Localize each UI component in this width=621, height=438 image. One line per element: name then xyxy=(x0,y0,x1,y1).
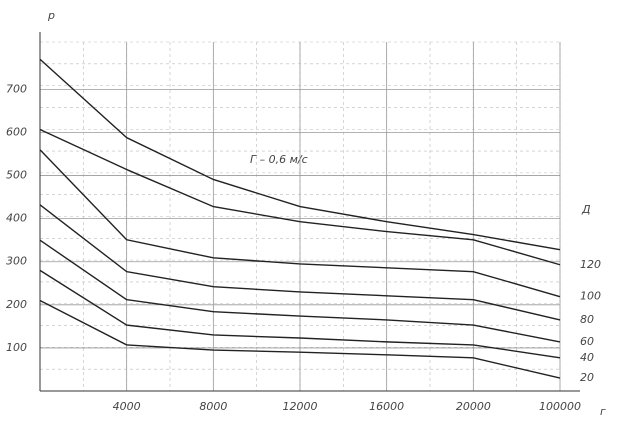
x-tick-label: 100000 xyxy=(539,400,581,413)
y-tick-label: 600 xyxy=(6,125,27,138)
curve xyxy=(39,204,561,321)
curve-label: 120 xyxy=(580,258,601,271)
x-tick-label: 12000 xyxy=(283,400,318,413)
y-axis-label: р xyxy=(47,9,55,22)
curve xyxy=(39,239,561,343)
curve-label: 40 xyxy=(580,351,594,364)
y-tick-label: 700 xyxy=(6,82,27,95)
curve-label: 60 xyxy=(580,335,594,348)
x-tick-label: 20000 xyxy=(456,400,491,413)
x-tick-label: 4000 xyxy=(113,400,141,413)
curve xyxy=(39,149,561,298)
y-tick-label: 500 xyxy=(6,169,27,182)
annotation: Г – 0,6 м/с xyxy=(250,153,308,166)
x-tick-label: 8000 xyxy=(199,400,227,413)
y-tick-label: 400 xyxy=(6,212,27,225)
curve xyxy=(39,269,561,359)
x-tick-label: 16000 xyxy=(369,400,404,413)
right-axis-label: Д xyxy=(581,203,591,216)
curve xyxy=(39,299,561,379)
curve-label: 100 xyxy=(580,290,601,303)
curve-label: 20 xyxy=(580,371,594,384)
curve xyxy=(39,58,561,251)
curve-label: 80 xyxy=(580,313,594,326)
y-tick-label: 200 xyxy=(6,298,27,311)
y-tick-label: 300 xyxy=(6,255,27,268)
y-tick-label: 100 xyxy=(6,341,27,354)
curve xyxy=(39,128,561,266)
x-axis-label: г xyxy=(600,405,606,418)
